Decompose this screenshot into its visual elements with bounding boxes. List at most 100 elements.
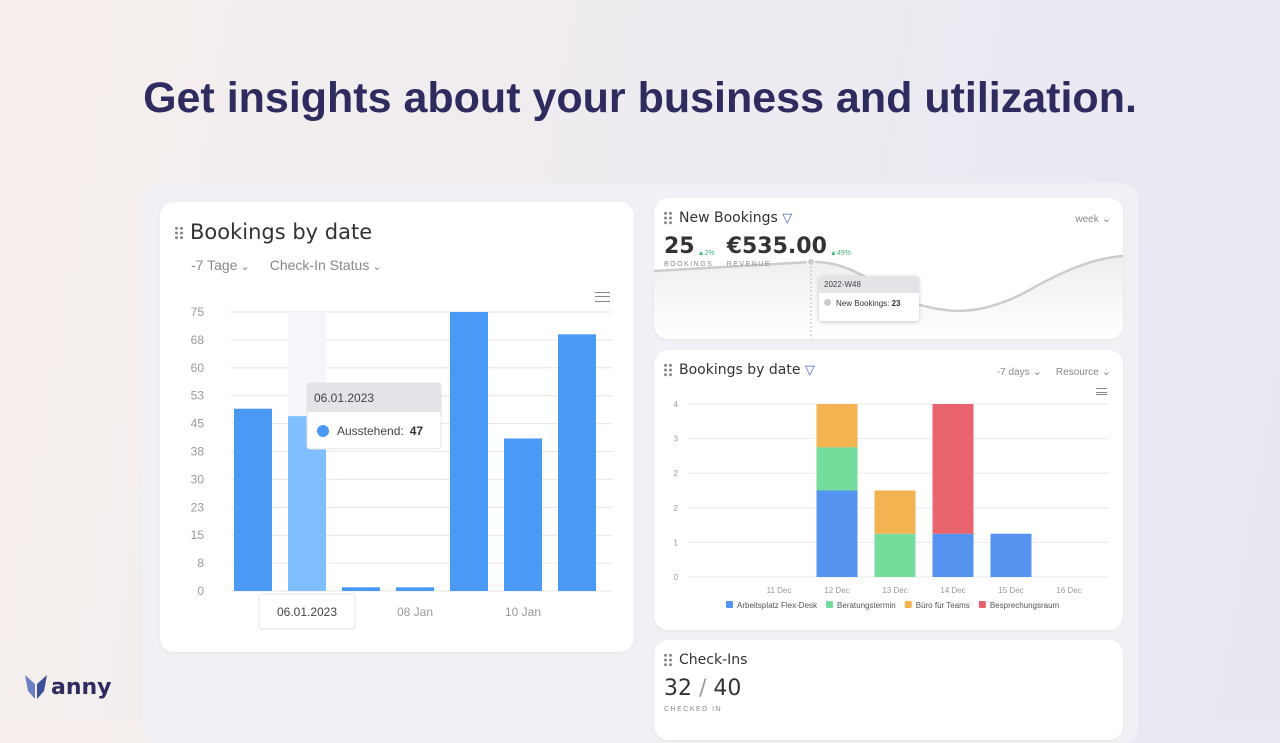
chart-menu-icon[interactable] (1096, 388, 1107, 395)
drag-handle-icon[interactable] (663, 211, 673, 225)
bar-segment (816, 447, 858, 491)
bar-segment (816, 404, 858, 448)
bar-07-jan (342, 587, 380, 591)
headline: Get insights about your business and uti… (143, 74, 1137, 122)
resource-dropdown[interactable]: Resource (1056, 365, 1111, 378)
status-dropdown[interactable]: Check-In Status (270, 257, 382, 273)
bar-segment (932, 533, 974, 577)
chart-menu-icon[interactable] (595, 292, 610, 302)
revenue-label: REVENUE (726, 261, 772, 268)
y-tick-label: 53 (191, 389, 205, 403)
tooltip-header (307, 383, 441, 412)
y-tick-label: 30 (191, 472, 205, 486)
y-tick-label: 0 (674, 573, 679, 582)
bookings-stat: 25 ▲2% BOOKINGS (664, 234, 715, 268)
checkins-label: CHECKED IN (664, 706, 723, 713)
y-tick-label: 0 (197, 584, 204, 598)
y-tick-label: 1 (674, 538, 679, 547)
tooltip-date: 06.01.2023 (314, 391, 374, 405)
brand-name: anny (51, 674, 112, 700)
bar-08-jan (396, 587, 434, 591)
filter-row: -7 days Resource (997, 365, 1111, 378)
y-tick-label: 75 (191, 305, 205, 319)
y-tick-label: 45 (191, 417, 205, 431)
bar-segment (816, 490, 858, 577)
x-tick-label: 13 Dec (882, 586, 907, 595)
stats-row: 25 ▲2% BOOKINGS €535.00 ▲49% REVENUE (664, 234, 851, 268)
checkins-card: Check-Ins 32 / 40 CHECKED IN (654, 640, 1123, 740)
bookings-by-resource-card: Bookings by date ▽ -7 days Resource (654, 350, 1123, 630)
y-tick-label: 4 (674, 400, 679, 409)
bar-10-jan (504, 438, 542, 591)
bar-05-jan (234, 408, 272, 591)
period-dropdown[interactable]: week (1075, 212, 1111, 225)
bookings-count: 25 (664, 234, 695, 259)
x-tick-label: 11 Dec (767, 586, 792, 595)
legend-item: Beratungstermin (837, 601, 896, 610)
tooltip-series: Ausstehend: (337, 424, 404, 438)
legend-swatch (726, 601, 733, 608)
filter-row: -7 Tage Check-In Status (191, 257, 382, 273)
y-tick-label: 60 (191, 361, 205, 375)
stacked-bar-chart: 0 1 2 2 3 4 11 Dec 12 Dec 13 Dec 14 Dec 15 Dec 16 D… (674, 400, 1109, 610)
legend-swatch (826, 601, 834, 608)
tooltip-week: 2022-W48 (819, 276, 919, 293)
card-title: Bookings by date (174, 220, 372, 244)
x-tick-label: 10 Jan (505, 605, 541, 619)
card-title: Check-Ins (663, 652, 747, 668)
drag-handle-icon[interactable] (663, 653, 673, 667)
bar-segment (874, 533, 916, 577)
tooltip-series: New Bookings: (836, 299, 890, 308)
bar-11-jan (558, 334, 596, 591)
drag-handle-icon[interactable] (663, 363, 673, 377)
drag-handle-icon[interactable] (174, 226, 184, 240)
tooltip-value: 23 (891, 299, 901, 308)
bar-segment (874, 490, 916, 534)
x-tick-label: 12 Dec (824, 586, 849, 595)
legend-swatch (904, 601, 912, 608)
x-tick-label: 16 Dec (1056, 586, 1081, 595)
butterfly-logo-icon (25, 675, 47, 699)
legend-item: Büro für Teams (916, 601, 970, 610)
sparkline-tooltip: 2022-W48 New Bookings: 23 (819, 276, 919, 321)
legend-item: Arbeitsplatz Flex-Desk (737, 601, 818, 610)
tooltip-marker-icon (317, 425, 329, 437)
legend-swatch (978, 601, 986, 608)
card-title-text: New Bookings (679, 210, 778, 226)
x-tick-label: 06.01.2023 (277, 605, 337, 619)
x-tick-label: 15 Dec (998, 586, 1023, 595)
y-tick-label: 3 (674, 435, 679, 444)
x-highlight-box (258, 593, 356, 630)
y-tick-label: 38 (191, 445, 205, 459)
period-dropdown[interactable]: -7 days (997, 365, 1042, 378)
card-title-text: Check-Ins (679, 652, 748, 668)
card-title-text: Bookings by date (679, 362, 801, 378)
bar-09-jan (450, 312, 488, 591)
bar-segment (990, 533, 1032, 577)
y-tick-label: 2 (674, 469, 679, 478)
x-tick-label: 14 Dec (940, 586, 965, 595)
y-tick-label: 68 (191, 333, 205, 347)
revenue-value: €535.00 (726, 234, 827, 259)
y-tick-label: 8 (197, 556, 204, 570)
y-tick-label: 2 (674, 504, 679, 513)
period-dropdown[interactable]: -7 Tage (191, 257, 250, 273)
card-title: New Bookings ▽ (663, 210, 792, 226)
y-tick-label: 23 (191, 500, 205, 514)
revenue-stat: €535.00 ▲49% REVENUE (727, 234, 851, 268)
new-bookings-card: New Bookings ▽ week 25 ▲2% BOOKINGS €535… (654, 198, 1123, 339)
x-tick-label: 08 Jan (397, 605, 433, 619)
filter-icon[interactable]: ▽ (782, 211, 793, 226)
filter-icon[interactable]: ▽ (804, 363, 815, 378)
tooltip-value: 47 (410, 424, 424, 438)
legend-item: Besprechungsraum (990, 601, 1060, 610)
revenue-change: ▲49% (829, 250, 851, 257)
bar-segment (932, 404, 974, 534)
card-title-text: Bookings by date (190, 220, 373, 244)
y-tick-label: 15 (191, 528, 205, 542)
brand-logo: anny (24, 674, 112, 700)
bookings-change: ▲2% (697, 250, 715, 257)
checkins-value: 32 / 40 (664, 676, 742, 701)
bookings-label: BOOKINGS (664, 261, 714, 268)
card-title: Bookings by date ▽ (663, 362, 815, 378)
